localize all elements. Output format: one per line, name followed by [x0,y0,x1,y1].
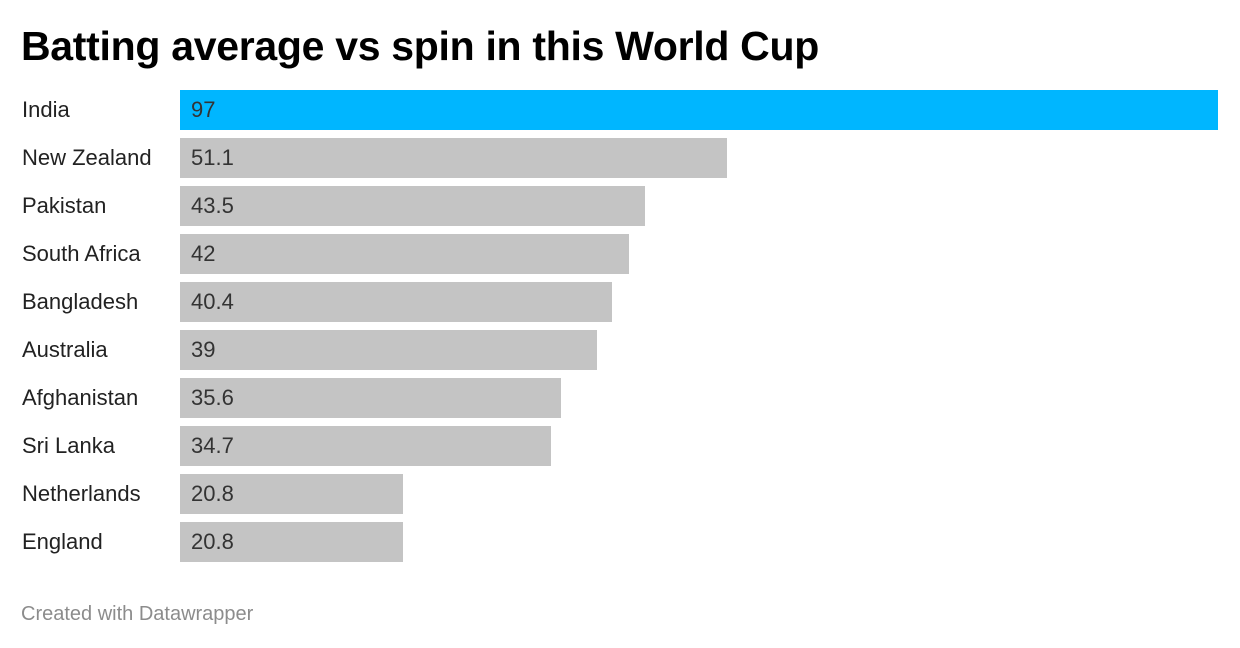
value-label-india: 97 [191,97,216,122]
value-label-netherlands: 20.8 [191,481,234,506]
category-label-india: India [22,97,70,122]
bar-sri-lanka [180,426,551,466]
value-label-england: 20.8 [191,529,234,554]
bar-new-zealand [180,138,727,178]
category-label-south-africa: South Africa [22,241,141,266]
attribution-footer: Created with Datawrapper [21,603,254,625]
bar-england [180,522,403,562]
value-label-australia: 39 [191,337,216,362]
category-label-pakistan: Pakistan [22,193,107,218]
value-label-afghanistan: 35.6 [191,385,234,410]
bar-australia [180,330,597,370]
category-label-england: England [22,529,103,554]
category-label-sri-lanka: Sri Lanka [22,433,115,458]
bar-india [180,90,1218,130]
value-label-south-africa: 42 [191,241,216,266]
category-label-new-zealand: New Zealand [22,145,152,170]
value-label-new-zealand: 51.1 [191,145,234,170]
chart-title: Batting average vs spin in this World Cu… [21,23,819,69]
value-label-bangladesh: 40.4 [191,289,234,314]
bar-bangladesh [180,282,612,322]
bar-afghanistan [180,378,561,418]
category-label-bangladesh: Bangladesh [22,289,139,314]
category-label-netherlands: Netherlands [22,481,141,506]
bar-netherlands [180,474,403,514]
value-label-pakistan: 43.5 [191,193,234,218]
value-label-sri-lanka: 34.7 [191,433,234,458]
bar-south-africa [180,234,629,274]
category-label-afghanistan: Afghanistan [22,385,139,410]
category-label-australia: Australia [22,337,108,362]
bar-pakistan [180,186,645,226]
